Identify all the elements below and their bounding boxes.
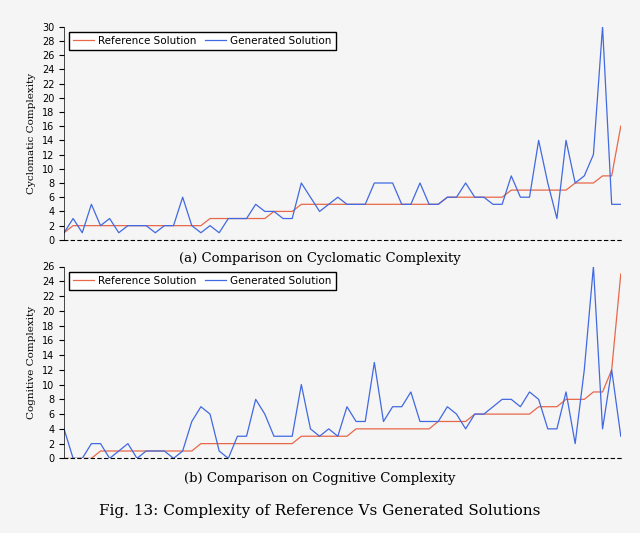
Reference Solution (106, 222, 113, 229)
Generated Solution (553, 426, 561, 432)
Reference Solution (60, 230, 68, 236)
Legend: Reference Solution, Generated Solution: Reference Solution, Generated Solution (69, 272, 335, 290)
Generated Solution (617, 201, 625, 207)
Reference Solution (544, 403, 552, 410)
Text: (b) Comparison on Cognitive Complexity: (b) Comparison on Cognitive Complexity (184, 472, 456, 484)
Generated Solution (215, 448, 223, 454)
Generated Solution (589, 263, 597, 270)
Reference Solution (544, 187, 552, 193)
Text: (a) Comparison on Cyclomatic Complexity: (a) Comparison on Cyclomatic Complexity (179, 252, 461, 265)
Generated Solution (60, 230, 68, 236)
Reference Solution (206, 215, 214, 222)
Y-axis label: Cyclomatic Complexity: Cyclomatic Complexity (28, 72, 36, 194)
Line: Generated Solution: Generated Solution (64, 266, 621, 458)
Generated Solution (206, 222, 214, 229)
Reference Solution (617, 271, 625, 277)
Generated Solution (60, 426, 68, 432)
Reference Solution (398, 201, 406, 207)
Generated Solution (544, 180, 552, 186)
Legend: Reference Solution, Generated Solution: Reference Solution, Generated Solution (69, 32, 335, 50)
Generated Solution (617, 433, 625, 439)
Generated Solution (115, 448, 123, 454)
Reference Solution (206, 440, 214, 447)
Line: Reference Solution: Reference Solution (64, 126, 621, 233)
Generated Solution (334, 194, 342, 200)
Reference Solution (608, 367, 616, 373)
Generated Solution (398, 201, 406, 207)
Generated Solution (598, 23, 606, 30)
Generated Solution (343, 403, 351, 410)
Y-axis label: Cognitive Complexity: Cognitive Complexity (28, 306, 36, 419)
Reference Solution (60, 455, 68, 462)
Line: Reference Solution: Reference Solution (64, 274, 621, 458)
Text: Fig. 13: Complexity of Reference Vs Generated Solutions: Fig. 13: Complexity of Reference Vs Gene… (99, 504, 541, 518)
Generated Solution (407, 389, 415, 395)
Generated Solution (69, 455, 77, 462)
Reference Solution (398, 426, 406, 432)
Generated Solution (179, 448, 186, 454)
Reference Solution (617, 123, 625, 130)
Line: Generated Solution: Generated Solution (64, 27, 621, 233)
Reference Solution (106, 448, 113, 454)
Reference Solution (170, 222, 177, 229)
Generated Solution (170, 222, 177, 229)
Generated Solution (106, 215, 113, 222)
Reference Solution (170, 448, 177, 454)
Reference Solution (608, 173, 616, 179)
